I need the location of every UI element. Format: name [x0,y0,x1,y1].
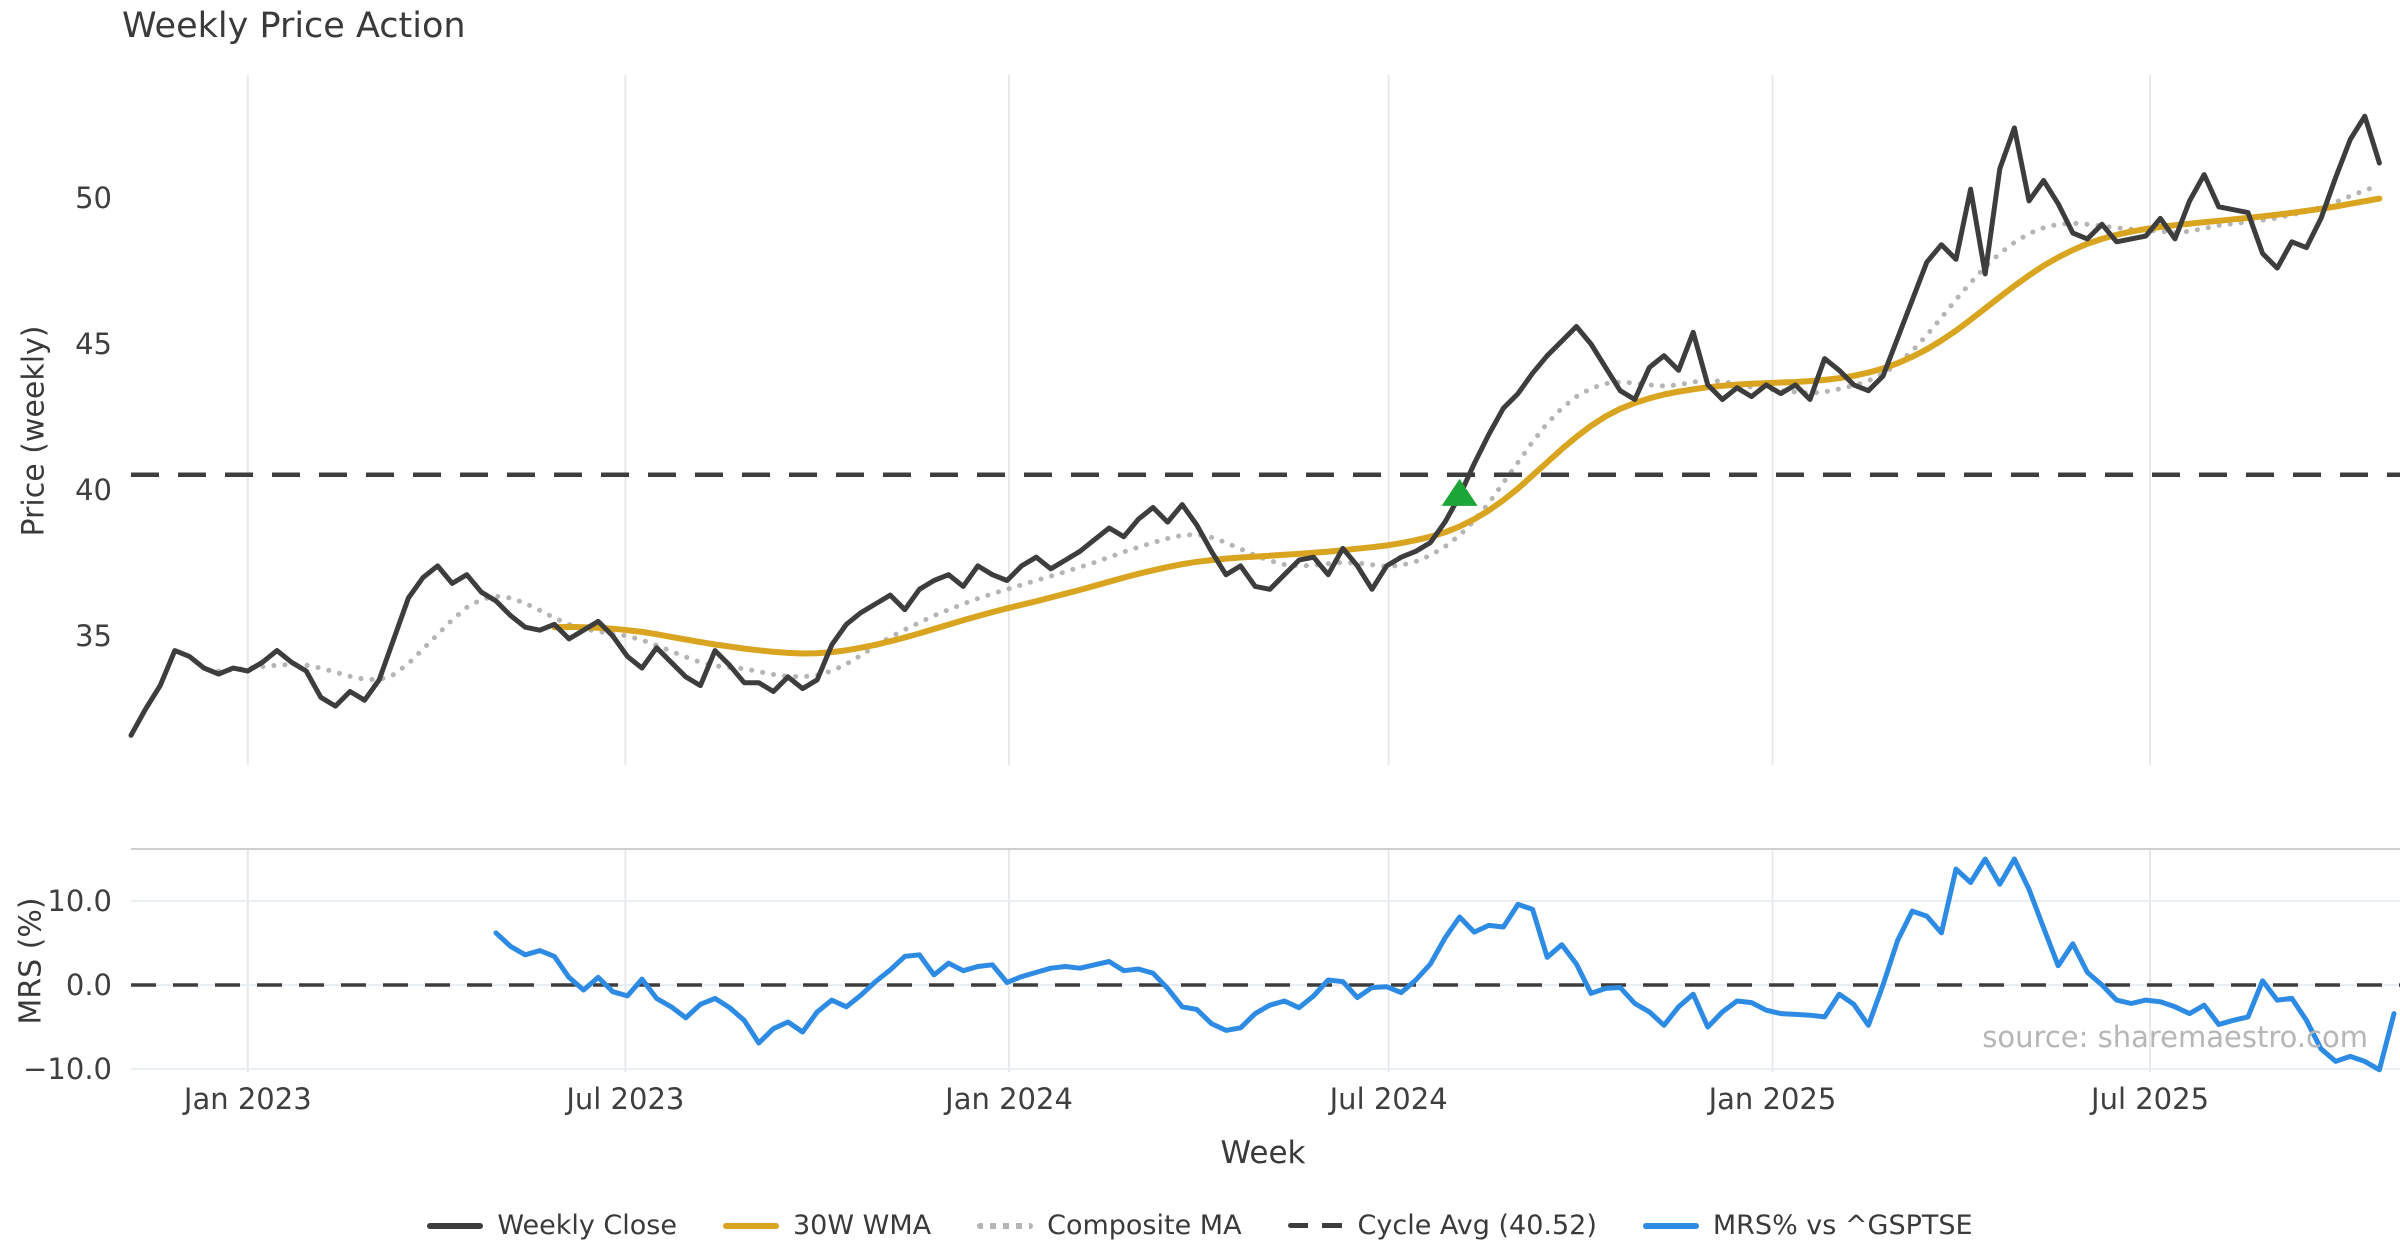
price-tick-label: 40 [75,473,112,507]
legend-item-mrs-vs-gsptse[interactable]: MRS% vs ^GSPTSE [1642,1210,1973,1241]
legend-label: Composite MA [1047,1210,1242,1241]
legend-item-30w-wma[interactable]: 30W WMA [722,1210,932,1241]
composite-ma-swatch-icon [977,1222,1034,1229]
x-axis-label: Week [1220,1135,1306,1171]
price-tick-label: 35 [75,619,112,653]
weekly-close-swatch-icon [427,1222,484,1229]
mrs-tick-label: 10.0 [47,884,112,918]
chart-title: Weekly Price Action [122,6,466,46]
date-tick-label: Jul 2025 [2091,1082,2210,1116]
date-tick-label: Jul 2023 [566,1082,685,1116]
legend-item-composite-ma[interactable]: Composite MA [977,1210,1242,1241]
mrs-tick-label: −10.0 [23,1052,112,1086]
mrs-tick-label: 0.0 [65,968,112,1002]
date-tick-label: Jan 2024 [945,1082,1073,1116]
legend-label: MRS% vs ^GSPTSE [1712,1210,1973,1241]
weekly-close-line [128,113,2382,738]
date-tick-label: Jul 2024 [1329,1082,1448,1116]
buy-signal-triangle-icon [1441,478,1478,506]
mrs-line [493,856,2397,1073]
legend-item-cycle-avg-40-52[interactable]: Cycle Avg (40.52) [1287,1210,1597,1241]
source-watermark: source: sharemaestro.com [1982,1020,2368,1054]
date-tick-label: Jan 2023 [183,1082,312,1116]
mrs-vs-gsptse-swatch-icon [1642,1222,1699,1229]
legend-label: Weekly Close [497,1210,677,1241]
price-tick-label: 50 [75,181,112,215]
price-tick-label: 45 [75,327,112,361]
legend: Weekly Close 30W WMA Composite MA Cycle Avg… [0,1210,2400,1241]
legend-label: 30W WMA [792,1210,932,1241]
date-tick-label: Jan 2025 [1708,1082,1837,1116]
wma-line [551,195,2383,657]
cycle-avg-40-52-swatch-icon [1287,1223,1344,1228]
legend-label: Cycle Avg (40.52) [1357,1210,1597,1241]
30w-wma-swatch-icon [722,1222,779,1229]
legend-item-weekly-close[interactable]: Weekly Close [427,1210,677,1241]
